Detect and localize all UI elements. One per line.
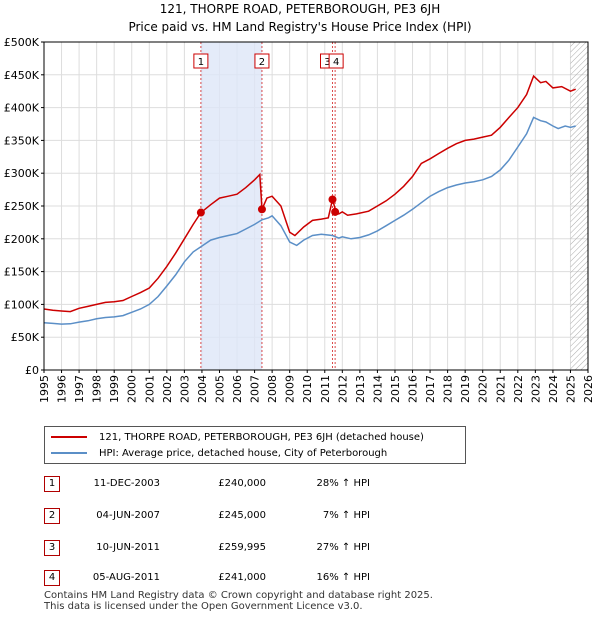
x-tick-label: 2014 bbox=[371, 375, 384, 403]
sale-hpi-change: 28% ↑ HPI bbox=[316, 478, 370, 489]
x-tick-label: 2017 bbox=[424, 375, 437, 403]
sale-number-badge: 3 bbox=[44, 540, 60, 556]
y-tick-label: £500K bbox=[4, 36, 40, 49]
legend-item-hpi: HPI: Average price, detached house, City… bbox=[51, 445, 387, 461]
x-tick-label: 1995 bbox=[38, 375, 51, 403]
sale-hpi-change: 7% ↑ HPI bbox=[322, 510, 370, 521]
sale-row: 4 05-AUG-2011 £241,000 16% ↑ HPI bbox=[0, 568, 600, 588]
chart-title: 121, THORPE ROAD, PETERBOROUGH, PE3 6JH bbox=[159, 2, 441, 16]
sale-date: 10-JUN-2011 bbox=[96, 542, 160, 553]
sale-point bbox=[196, 208, 205, 217]
x-tick-label: 1999 bbox=[108, 375, 121, 403]
chart-subtitle: Price paid vs. HM Land Registry's House … bbox=[128, 20, 472, 34]
x-tick-label: 2023 bbox=[529, 375, 542, 403]
series-line-property bbox=[43, 74, 576, 313]
sale-price: £241,000 bbox=[218, 572, 266, 583]
sale-point bbox=[328, 195, 337, 204]
sale-row: 3 10-JUN-2011 £259,995 27% ↑ HPI bbox=[0, 538, 600, 558]
x-tick-label: 2008 bbox=[266, 375, 279, 403]
x-tick-label: 2006 bbox=[231, 375, 244, 403]
x-tick-label: 2009 bbox=[284, 375, 297, 403]
legend-label-hpi: HPI: Average price, detached house, City… bbox=[99, 447, 388, 459]
x-tick-label: 2011 bbox=[319, 375, 332, 403]
sale-date: 11-DEC-2003 bbox=[93, 478, 160, 489]
footer-licence: This data is licensed under the Open Gov… bbox=[44, 601, 363, 612]
y-tick-label: £50K bbox=[11, 331, 40, 344]
x-tick-label: 2002 bbox=[161, 375, 174, 403]
x-tick-label: 2025 bbox=[564, 375, 577, 403]
legend: 121, THORPE ROAD, PETERBOROUGH, PE3 6JH … bbox=[44, 426, 466, 464]
sale-date: 05-AUG-2011 bbox=[92, 572, 160, 583]
sale-point bbox=[257, 205, 266, 214]
x-tick-label: 2000 bbox=[126, 375, 139, 403]
sale-price: £259,995 bbox=[218, 542, 266, 553]
x-tick-label: 2021 bbox=[494, 375, 507, 403]
sale-date: 04-JUN-2007 bbox=[96, 510, 160, 521]
footer-copyright: Contains HM Land Registry data © Crown c… bbox=[44, 590, 433, 601]
y-tick-label: £150K bbox=[4, 266, 40, 279]
x-tick-label: 2003 bbox=[178, 375, 191, 403]
x-tick-label: 1998 bbox=[91, 375, 104, 403]
y-tick-label: £200K bbox=[4, 233, 40, 246]
x-tick-label: 2024 bbox=[547, 375, 560, 403]
sale-row: 1 11-DEC-2003 £240,000 28% ↑ HPI bbox=[0, 474, 600, 494]
x-tick-label: 2026 bbox=[582, 375, 595, 403]
legend-swatch-blue bbox=[51, 452, 87, 454]
x-tick-label: 2010 bbox=[301, 375, 314, 403]
series-line-hpi bbox=[43, 116, 576, 325]
shaded-ownership-region bbox=[200, 42, 262, 370]
future-hatch-region bbox=[570, 42, 588, 370]
sale-number-badge: 4 bbox=[44, 570, 60, 586]
x-tick-label: 2022 bbox=[512, 375, 525, 403]
x-tick-label: 1997 bbox=[73, 375, 86, 403]
sale-hpi-change: 27% ↑ HPI bbox=[316, 542, 370, 553]
x-tick-label: 2019 bbox=[459, 375, 472, 403]
y-tick-label: £450K bbox=[4, 69, 40, 82]
x-tick-label: 2020 bbox=[477, 375, 490, 403]
legend-swatch-red bbox=[51, 436, 87, 438]
sale-label-box bbox=[193, 53, 209, 69]
sale-point bbox=[331, 207, 340, 216]
y-tick-label: £350K bbox=[4, 134, 40, 147]
y-tick-label: £400K bbox=[4, 102, 40, 115]
x-tick-label: 2012 bbox=[336, 375, 349, 403]
y-tick-label: £0 bbox=[25, 364, 39, 377]
sale-label-text: 4 bbox=[333, 57, 339, 68]
x-tick-label: 2013 bbox=[354, 375, 367, 403]
x-tick-label: 2015 bbox=[389, 375, 402, 403]
sale-hpi-change: 16% ↑ HPI bbox=[316, 572, 370, 583]
x-tick-label: 2007 bbox=[249, 375, 262, 403]
y-tick-label: £300K bbox=[4, 167, 40, 180]
sale-label-text: 1 bbox=[198, 57, 204, 68]
sale-label-box bbox=[254, 53, 270, 69]
y-tick-label: £250K bbox=[4, 200, 40, 213]
x-tick-label: 2004 bbox=[196, 375, 209, 403]
sale-label-box bbox=[328, 53, 344, 69]
footer: Contains HM Land Registry data © Crown c… bbox=[44, 590, 433, 612]
sale-price: £245,000 bbox=[218, 510, 266, 521]
legend-label-property: 121, THORPE ROAD, PETERBOROUGH, PE3 6JH … bbox=[99, 431, 424, 443]
sale-price: £240,000 bbox=[218, 478, 266, 489]
sale-label-text: 3 bbox=[324, 57, 330, 68]
legend-item-property: 121, THORPE ROAD, PETERBOROUGH, PE3 6JH … bbox=[51, 429, 424, 445]
sale-label-text: 2 bbox=[259, 57, 265, 68]
x-tick-label: 1996 bbox=[56, 375, 69, 403]
x-tick-label: 2001 bbox=[143, 375, 156, 403]
x-tick-label: 2018 bbox=[442, 375, 455, 403]
sale-number-badge: 2 bbox=[44, 508, 60, 524]
sale-row: 2 04-JUN-2007 £245,000 7% ↑ HPI bbox=[0, 506, 600, 526]
y-tick-label: £100K bbox=[4, 298, 40, 311]
x-tick-label: 2005 bbox=[213, 375, 226, 403]
x-tick-label: 2016 bbox=[407, 375, 420, 403]
sale-number-badge: 1 bbox=[44, 476, 60, 492]
